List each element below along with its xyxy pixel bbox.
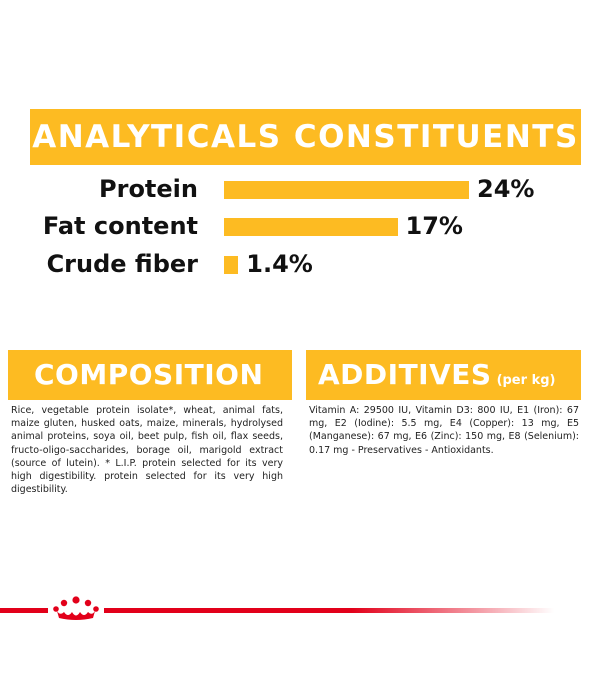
additives-header: ADDITIVES (per kg): [306, 350, 581, 400]
nutrient-bar: [224, 256, 239, 274]
additives-text: Vitamin A: 29500 IU, Vitamin D3: 800 IU,…: [309, 405, 579, 456]
nutrient-row-fiber: Crude fiber 1.4%: [0, 247, 595, 281]
nutrient-row-fat: Fat content 17%: [0, 209, 595, 243]
royal-canin-crown-icon: [53, 596, 99, 620]
nutrient-label: Fat content: [42, 212, 198, 240]
composition-text: Rice, vegetable protein isolate*, wheat,…: [11, 405, 283, 496]
nutrient-value: 1.4%: [246, 250, 313, 278]
nutrient-value: 17%: [405, 212, 463, 240]
nutrient-label: Crude fiber: [46, 250, 198, 278]
composition-title: COMPOSITION: [8, 350, 292, 400]
nutrient-bar: [224, 181, 469, 199]
additives-unit: (per kg): [496, 373, 556, 388]
nutrient-bar: [224, 218, 398, 236]
footer-line-left: [0, 608, 48, 613]
nutrient-value: 24%: [477, 175, 535, 203]
additives-title: ADDITIVES: [318, 358, 492, 391]
nutrient-label: Protein: [99, 175, 198, 203]
footer-line-right: [104, 608, 554, 613]
analytics-title: ANALYTICALS CONSTITUENTS: [30, 109, 581, 165]
nutrient-row-protein: Protein 24%: [0, 172, 595, 206]
